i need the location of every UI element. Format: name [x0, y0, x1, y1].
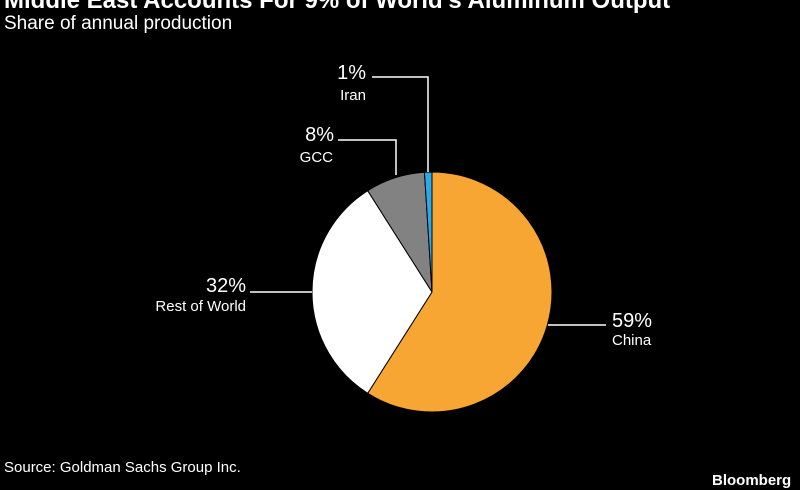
- chart-subtitle: Share of annual production: [4, 13, 233, 34]
- chart-title: Middle East Accounts For 9% of World's A…: [4, 0, 671, 14]
- slice-name-label-gcc: GCC: [300, 149, 334, 166]
- slice-value-label-china: 59%: [612, 310, 652, 332]
- brand-logo: Bloomberg: [712, 472, 792, 489]
- leader-line-gcc: [338, 139, 397, 175]
- pie-slices: [311, 171, 553, 413]
- leader-line-iran: [372, 76, 429, 172]
- pie-chart: 59%China 32%Rest of World 8% GCC 1% Iran: [155, 62, 652, 413]
- pie-slice-iran: [423, 171, 433, 293]
- pie-slice-china: [367, 171, 553, 413]
- pie-slice-rest-of-world: [311, 189, 433, 395]
- slice-value-label-rest-of-world: 32%: [206, 275, 246, 297]
- slice-name-label-china: China: [612, 332, 652, 349]
- slice-name-label-iran: Iran: [340, 87, 366, 104]
- chart-source: Source: Goldman Sachs Group Inc.: [4, 459, 241, 476]
- slice-name-label-rest-of-world: Rest of World: [155, 298, 246, 315]
- slice-value-label-iran: 1%: [337, 62, 366, 84]
- slice-value-label-gcc: 8%: [305, 124, 334, 146]
- pie-annotations: 59%China 32%Rest of World 8% GCC 1% Iran: [155, 62, 652, 349]
